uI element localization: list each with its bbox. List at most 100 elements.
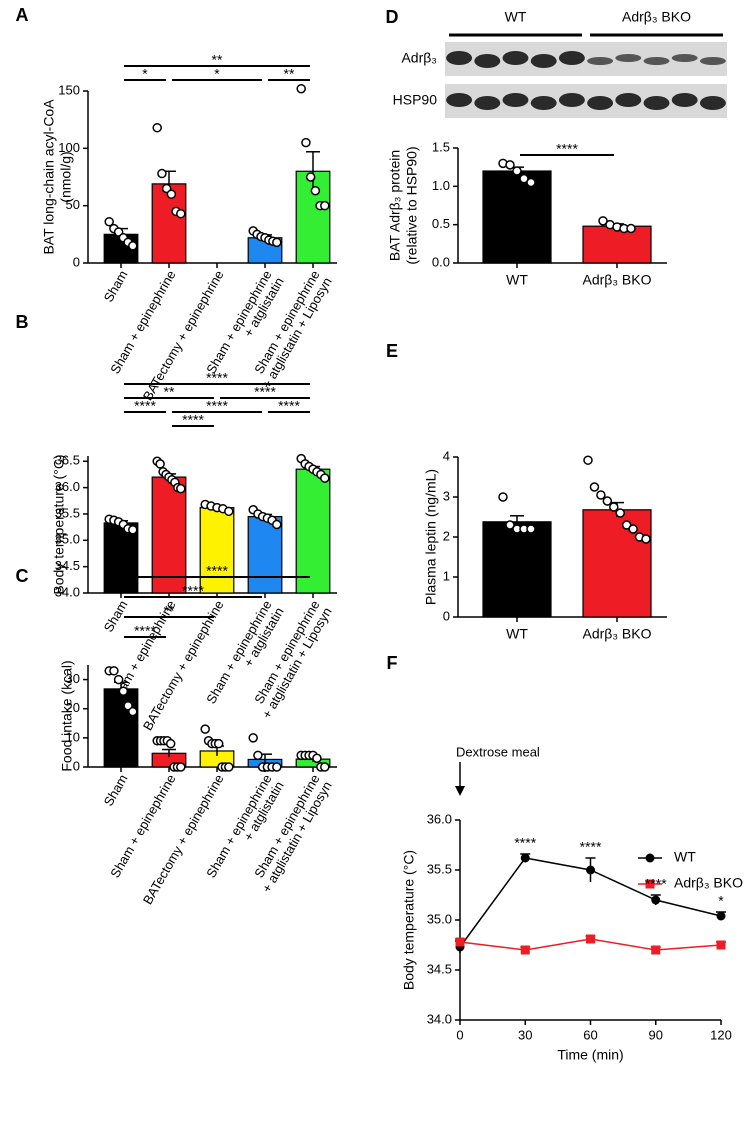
significance-label: **** [514, 835, 536, 851]
data-point [128, 241, 138, 251]
blot-band [558, 93, 585, 107]
significance-label: * [214, 66, 220, 82]
blot-band [446, 93, 473, 107]
y-axis-label: Food intake (kcal) [59, 660, 75, 771]
significance-label: * [718, 893, 724, 909]
data-point [320, 762, 330, 772]
data-point [152, 122, 162, 133]
y-tick-label: 3 [443, 488, 450, 503]
data-point [716, 911, 726, 921]
significance-label: ** [284, 66, 295, 82]
significance-label: **** [645, 876, 667, 892]
data-point [586, 865, 595, 875]
significance-label: **** [254, 384, 276, 400]
blot-band [587, 96, 614, 110]
blot-band [615, 54, 642, 62]
data-point [519, 173, 529, 184]
y-tick-label: 34.0 [427, 1011, 452, 1026]
legend-marker [645, 879, 655, 889]
data-point [455, 937, 465, 947]
data-point [586, 934, 595, 944]
x-tick-label: 0 [456, 1027, 463, 1042]
panel-label: E [386, 341, 398, 361]
data-point [651, 945, 661, 955]
x-axis-label: Time (min) [557, 1047, 623, 1063]
data-point [615, 508, 625, 518]
panel-label: B [16, 312, 29, 332]
legend-label: WT [674, 849, 696, 865]
annotation-arrowhead [455, 786, 465, 796]
blot-band [587, 57, 614, 65]
y-tick-label: 1.0 [432, 178, 450, 193]
data-point [272, 762, 282, 772]
data-point [176, 208, 186, 219]
bar [103, 522, 139, 594]
y-tick-label: 1.5 [432, 139, 450, 154]
x-tick-label: Sham [101, 268, 131, 305]
data-point [626, 223, 636, 234]
y-tick-label: 34.5 [427, 961, 452, 976]
y-tick-label: 0 [73, 254, 80, 269]
y-tick-label: 0 [73, 758, 80, 773]
blot-band [615, 93, 642, 107]
x-tick-label: WT [506, 272, 528, 288]
y-tick-label: 0.0 [432, 254, 450, 269]
significance-label: **** [206, 398, 228, 414]
y-axis-label: Body temperature (°C) [51, 454, 67, 594]
blot-band [699, 96, 726, 110]
data-point [176, 762, 186, 772]
y-tick-label: 35.0 [427, 911, 452, 926]
data-point [526, 524, 536, 534]
x-tick-label: WT [506, 626, 528, 642]
data-point [628, 524, 638, 534]
blot-group-label: Adrβ₃ BKO [622, 9, 691, 25]
significance-label: ** [212, 52, 223, 68]
x-tick-label: 120 [710, 1027, 732, 1042]
blot-row-label: HSP90 [393, 92, 438, 108]
blot-band [474, 96, 501, 110]
data-point [609, 502, 619, 512]
x-tick-label: 30 [518, 1027, 532, 1042]
data-point [310, 186, 321, 196]
bar [295, 468, 331, 594]
data-point [301, 137, 311, 148]
legend-label: Adrβ₃ BKO [674, 875, 743, 891]
x-tick-label: 90 [649, 1027, 663, 1042]
bar [247, 515, 283, 594]
data-point [248, 733, 258, 743]
y-tick-label: 35.5 [55, 505, 80, 520]
y-axis-label: BAT Adrβ₃ protein [387, 150, 403, 261]
y-tick-label: 1 [443, 568, 450, 583]
bar [582, 509, 652, 618]
y-axis-label: (relative to HSP90) [404, 146, 420, 264]
data-point [641, 534, 651, 544]
data-point [498, 492, 508, 502]
blot-band [530, 96, 557, 110]
y-tick-label: 0 [443, 608, 450, 623]
data-point [224, 506, 234, 517]
significance-label: **** [278, 398, 300, 414]
blot-band [446, 51, 473, 65]
data-point [128, 525, 138, 535]
data-point [253, 750, 263, 761]
data-point [109, 666, 119, 676]
y-tick-label: 150 [58, 82, 80, 97]
significance-label: **** [134, 398, 156, 414]
data-point [272, 519, 282, 530]
significance-label: **** [134, 623, 156, 639]
annotation: Dextrose meal [456, 744, 540, 759]
y-tick-label: 100 [58, 140, 80, 155]
data-point [598, 216, 608, 226]
data-point [520, 945, 530, 955]
blot-band [502, 93, 529, 107]
data-point [305, 172, 316, 182]
blot-band [643, 57, 670, 65]
significance-label: **** [556, 141, 578, 157]
data-point [320, 200, 330, 211]
y-tick-label: 50 [66, 197, 80, 212]
data-point [128, 706, 138, 717]
significance-label: **** [580, 839, 602, 855]
x-tick-label: 60 [583, 1027, 597, 1042]
